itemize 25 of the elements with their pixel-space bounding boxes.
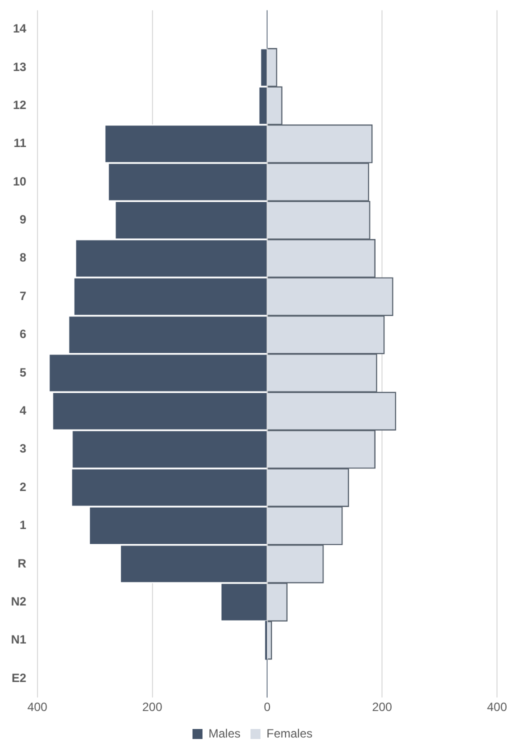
y-tick-label: 11 bbox=[14, 136, 27, 150]
y-tick-label: 4 bbox=[20, 403, 27, 418]
x-tick-label: 200 bbox=[142, 700, 163, 714]
x-tick-label: 0 bbox=[264, 700, 271, 714]
legend-label: Males bbox=[208, 726, 241, 740]
y-tick-label: 13 bbox=[12, 60, 27, 74]
y-tick-label: 8 bbox=[20, 250, 27, 265]
y-tick-label: R bbox=[18, 556, 27, 570]
legend-label: Females bbox=[266, 726, 313, 740]
y-tick-label: 1 bbox=[20, 518, 27, 532]
y-tick-label: 14 bbox=[12, 22, 27, 36]
y-tick-label: 5 bbox=[20, 365, 27, 380]
x-tick-label: 200 bbox=[372, 700, 392, 714]
y-tick-label: 9 bbox=[20, 212, 27, 227]
y-tick-label: N1 bbox=[10, 632, 27, 647]
y-tick-label: 10 bbox=[12, 174, 27, 188]
y-tick-label: N2 bbox=[10, 594, 27, 608]
x-tick-label: 400 bbox=[486, 700, 508, 714]
y-tick-label: 2 bbox=[20, 480, 27, 494]
y-tick-label: 12 bbox=[12, 98, 27, 112]
y-tick-label: 6 bbox=[20, 327, 27, 342]
y-tick-label: E2 bbox=[12, 670, 27, 685]
x-tick-label: 400 bbox=[27, 700, 48, 714]
y-tick-label: 3 bbox=[20, 442, 27, 456]
y-tick-label: 7 bbox=[20, 288, 27, 303]
